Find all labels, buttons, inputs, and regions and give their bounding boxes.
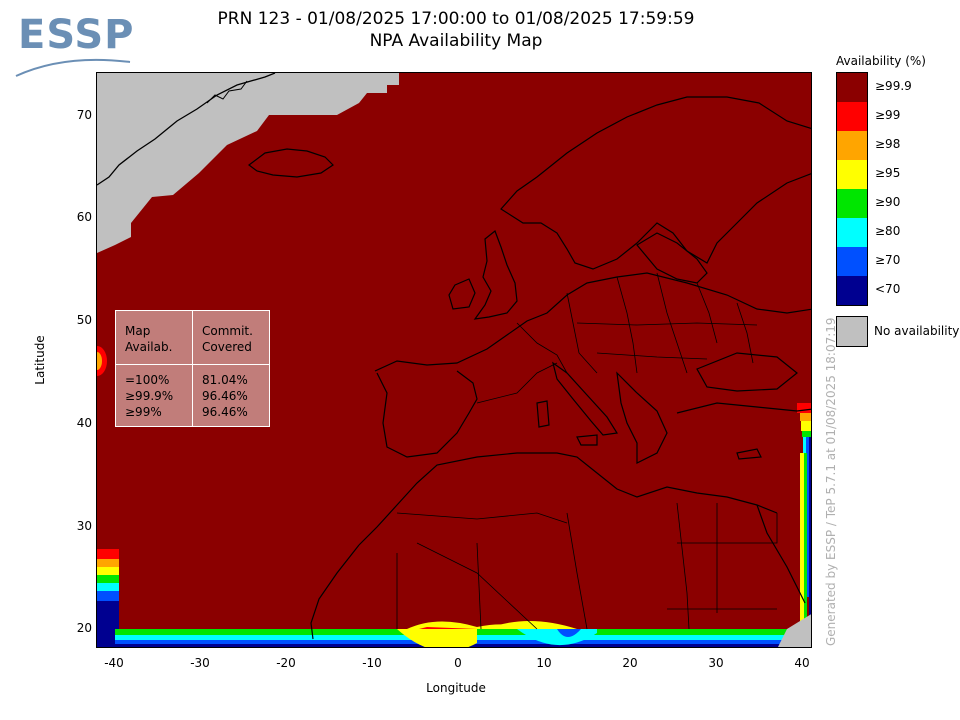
no-data-region-greenland [97, 73, 399, 253]
legend-swatch [837, 276, 867, 305]
no-data-swatch [836, 316, 868, 347]
black-sea-outline [696, 352, 798, 392]
y-tick-label: 40 [76, 416, 92, 430]
y-tick-label: 30 [76, 519, 92, 533]
essp-logo: ESSP [14, 12, 135, 78]
stats-col2-values: 81.04% 96.46% 96.46% [202, 373, 248, 419]
logo-text: ESSP [18, 12, 135, 58]
turkey-coast [676, 402, 811, 414]
legend-swatch [837, 102, 867, 131]
x-tick-label: 0 [454, 656, 462, 670]
legend-label: ≥80 [875, 224, 901, 238]
ireland-coast [448, 278, 476, 310]
legend-title: Availability (%) [836, 54, 926, 68]
availability-stats-table: Map Availab. Commit. Covered =100% ≥99.9… [115, 310, 270, 427]
legend-label: ≥98 [875, 137, 901, 151]
legend-label: ≥95 [875, 166, 901, 180]
legend-label: ≥70 [875, 253, 901, 267]
x-tick-label: 40 [794, 656, 810, 670]
legend-swatch [837, 189, 867, 218]
legend-swatch [837, 160, 867, 189]
country-borders [396, 272, 778, 630]
legend-label: ≥99.9 [875, 79, 912, 93]
legend-swatch [837, 218, 867, 247]
stats-col1-values: =100% ≥99.9% ≥99% [125, 373, 174, 419]
y-tick-label: 50 [76, 313, 92, 327]
logo-arc-icon [15, 58, 131, 77]
generated-by-watermark: Generated by ESSP / TeP 5.7.1 at 01/08/2… [824, 317, 838, 646]
x-axis-label: Longitude [426, 681, 486, 695]
legend-label: <70 [875, 282, 901, 296]
x-tick-label: -30 [190, 656, 210, 670]
legend-swatch [837, 73, 867, 102]
baltic-sea-outline [636, 232, 708, 284]
no-data-label: No availability [874, 324, 960, 338]
legend-label: ≥99 [875, 108, 901, 122]
x-tick-label: -20 [276, 656, 296, 670]
x-tick-label: 30 [708, 656, 724, 670]
sardinia-coast [536, 400, 550, 428]
legend-swatch [837, 131, 867, 160]
y-axis-label: Latitude [33, 335, 47, 385]
map-title: PRN 123 - 01/08/2025 17:00:00 to 01/08/2… [217, 9, 695, 29]
coastlines [248, 96, 811, 640]
legend-swatch [837, 247, 867, 276]
north-africa-coast [358, 452, 778, 546]
red-sea-outline [756, 504, 806, 604]
eastern-degraded-band [778, 403, 811, 647]
x-tick-label: -40 [104, 656, 124, 670]
balkans-greece-coast [616, 371, 668, 464]
uk-coast [473, 230, 518, 320]
map-subtitle: NPA Availability Map [369, 31, 543, 51]
y-tick-label: 20 [76, 621, 92, 635]
stats-col1-header: Map Availab. [125, 324, 173, 354]
iceland-coast [248, 148, 334, 178]
west-africa-coast [310, 544, 360, 640]
y-tick-label: 70 [76, 108, 92, 122]
map-canvas [97, 73, 811, 647]
legend-color-bar [836, 72, 868, 306]
cyprus-coast [736, 448, 762, 460]
y-tick-label: 60 [76, 210, 92, 224]
stats-col2-header: Commit. Covered [202, 324, 253, 354]
x-tick-label: 20 [622, 656, 638, 670]
sicily-coast [576, 434, 598, 446]
scandinavia-coast [500, 96, 811, 270]
iberia-coast [376, 370, 478, 458]
legend-label: ≥90 [875, 195, 901, 209]
italy-coast [552, 361, 618, 436]
southern-degraded-band [97, 549, 805, 647]
x-tick-label: -10 [362, 656, 382, 670]
europe-mainland-coast [374, 272, 811, 372]
x-tick-label: 10 [536, 656, 552, 670]
